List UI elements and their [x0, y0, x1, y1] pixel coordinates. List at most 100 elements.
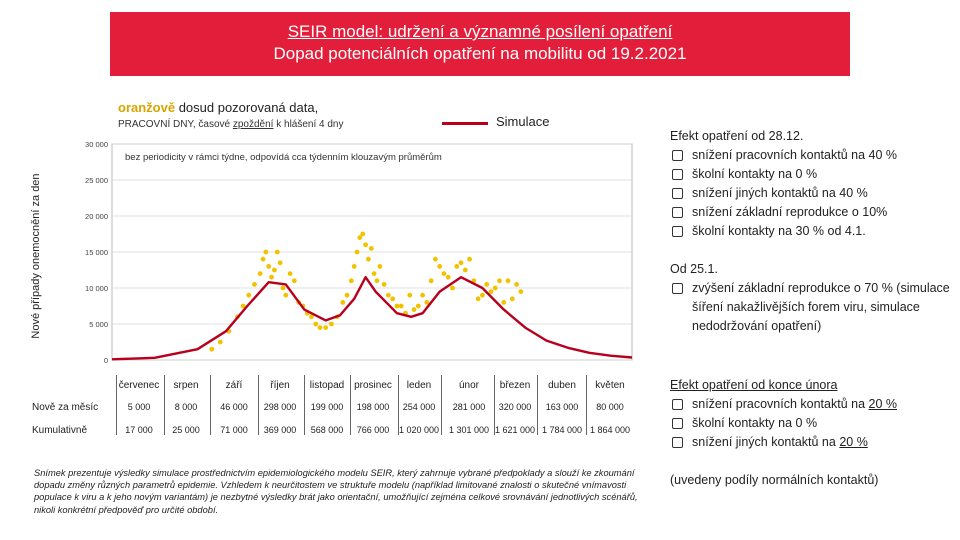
checkbox-icon: [672, 418, 683, 429]
measure-text: školní kontakty na 30 % od 4.1.: [692, 224, 866, 238]
legend-simulation-swatch: [442, 122, 488, 125]
y-tick-label: 5 000: [89, 320, 108, 329]
measure-text: snížení jiných kontaktů na: [692, 435, 840, 449]
measure-value: 20 %: [868, 397, 898, 411]
measure-item: snížení jiných kontaktů na 40 %: [670, 184, 897, 203]
observed-point: [428, 278, 434, 284]
observed-point: [371, 271, 377, 276]
month-label: listopad: [309, 380, 345, 391]
checkbox-icon: [672, 283, 683, 294]
month-label: září: [225, 380, 243, 391]
measure-item: snížení pracovních kontaktů na 20 %: [670, 395, 897, 414]
measures-block-3-head: Efekt opatření od konce února: [670, 378, 838, 392]
simulation-line: [111, 276, 633, 361]
contacts-note: (uvedeny podíly normálních kontaktů): [670, 473, 879, 487]
observed-point: [509, 296, 515, 302]
month-label: březen: [499, 380, 531, 391]
table-row-label-cumulative: Kumulativně: [32, 425, 88, 436]
y-tick-label: 0: [104, 356, 108, 365]
legend-sub-b: zpoždění: [232, 119, 274, 130]
measures-block-3: Efekt opatření od konce února snížení pr…: [670, 376, 897, 452]
measure-value: 20 %: [839, 435, 868, 449]
seir-chart: 0 5 000 10 000 15 000 20 000 25 000 30 000: [85, 140, 633, 365]
observed-point: [377, 264, 383, 269]
legend-observed-sub: PRACOVNÍ DNY, časové zpoždění k hlášení …: [118, 119, 344, 130]
observed-point: [462, 267, 468, 273]
observed-point: [441, 271, 447, 276]
observed-point: [217, 339, 223, 345]
monthly-value: 46 000: [220, 402, 248, 412]
observed-point: [458, 260, 464, 266]
observed-point: [432, 256, 438, 262]
table-divider: [441, 375, 442, 435]
observed-point: [360, 231, 366, 237]
y-axis-label: Nové případy onemocnění za den: [30, 173, 42, 339]
measures-block-3-list: snížení pracovních kontaktů na 20 % škol…: [670, 395, 897, 452]
chart-note: bez periodicity v rámci týdne, odpovídá …: [125, 152, 442, 163]
observed-point: [317, 325, 323, 330]
observed-point: [501, 300, 507, 305]
observed-point: [390, 296, 396, 302]
observed-point: [411, 307, 417, 312]
measure-item: školní kontakty na 0 %: [670, 414, 897, 433]
measure-item: školní kontakty na 0 %: [670, 165, 897, 184]
monthly-value: 8 000: [174, 402, 198, 412]
observed-point: [407, 292, 413, 298]
month-label: prosinec: [354, 380, 392, 391]
cumulative-value: 71 000: [220, 425, 248, 435]
y-tick-label: 15 000: [85, 248, 108, 257]
observed-point: [328, 321, 334, 327]
measures-block-1: Efekt opatření od 28.12. snížení pracovn…: [670, 127, 897, 241]
month-label: červenec: [118, 380, 160, 391]
observed-point: [344, 292, 350, 298]
observed-point: [323, 325, 329, 330]
table-divider: [304, 375, 305, 435]
table-divider: [164, 375, 165, 435]
cumulative-value: 17 000: [125, 425, 153, 435]
measures-block-2-list: zvýšení základní reprodukce o 70 % (simu…: [670, 279, 955, 336]
observed-point: [209, 346, 215, 352]
observed-point: [291, 278, 297, 284]
measure-text: školní kontakty na 0 %: [692, 167, 818, 181]
observed-point: [497, 278, 502, 284]
measure-text: školní kontakty na 0 %: [692, 416, 818, 430]
table-divider: [494, 375, 495, 435]
observed-point: [514, 282, 520, 287]
measures-block-2-head: Od 25.1.: [670, 262, 718, 276]
cumulative-value: 1 621 000: [494, 425, 536, 435]
observed-point: [385, 292, 391, 298]
observed-point: [280, 285, 286, 291]
month-label: únor: [458, 380, 479, 391]
observed-point: [246, 292, 252, 298]
cumulative-value: 766 000: [356, 425, 390, 435]
observed-point: [424, 300, 430, 305]
observed-point: [348, 278, 354, 284]
checkbox-icon: [672, 399, 683, 410]
table-divider: [350, 375, 351, 435]
cumulative-value: 1 784 000: [541, 425, 583, 435]
observed-point: [260, 256, 266, 262]
observed-point: [454, 264, 460, 269]
observed-point: [240, 303, 246, 309]
month-label: leden: [406, 380, 432, 391]
observed-point: [351, 264, 357, 269]
legend-simulation-label: Simulace: [496, 114, 550, 129]
monthly-value: 298 000: [263, 402, 297, 412]
footnote: Snímek prezentuje výsledky simulace pros…: [34, 468, 638, 515]
legend-sub-c: k hlášení 4 dny: [273, 119, 344, 130]
observed-point: [480, 292, 485, 298]
table-divider: [116, 375, 117, 435]
measure-item: snížení jiných kontaktů na 20 %: [670, 433, 897, 452]
monthly-value: 320 000: [498, 402, 532, 412]
observed-point: [274, 249, 280, 255]
table-divider: [586, 375, 587, 435]
observed-point: [420, 292, 425, 298]
cumulative-value: 1 864 000: [589, 425, 631, 435]
observed-point: [313, 321, 319, 327]
measures-block-1-head: Efekt opatření od 28.12.: [670, 129, 804, 143]
measure-text: snížení pracovních kontaktů na 40 %: [692, 148, 897, 162]
observed-point: [450, 285, 455, 291]
measure-text: snížení základní reprodukce o 10%: [692, 205, 888, 219]
table-row-label-monthly: Nově za měsíc: [32, 402, 99, 413]
observed-point: [263, 249, 269, 255]
